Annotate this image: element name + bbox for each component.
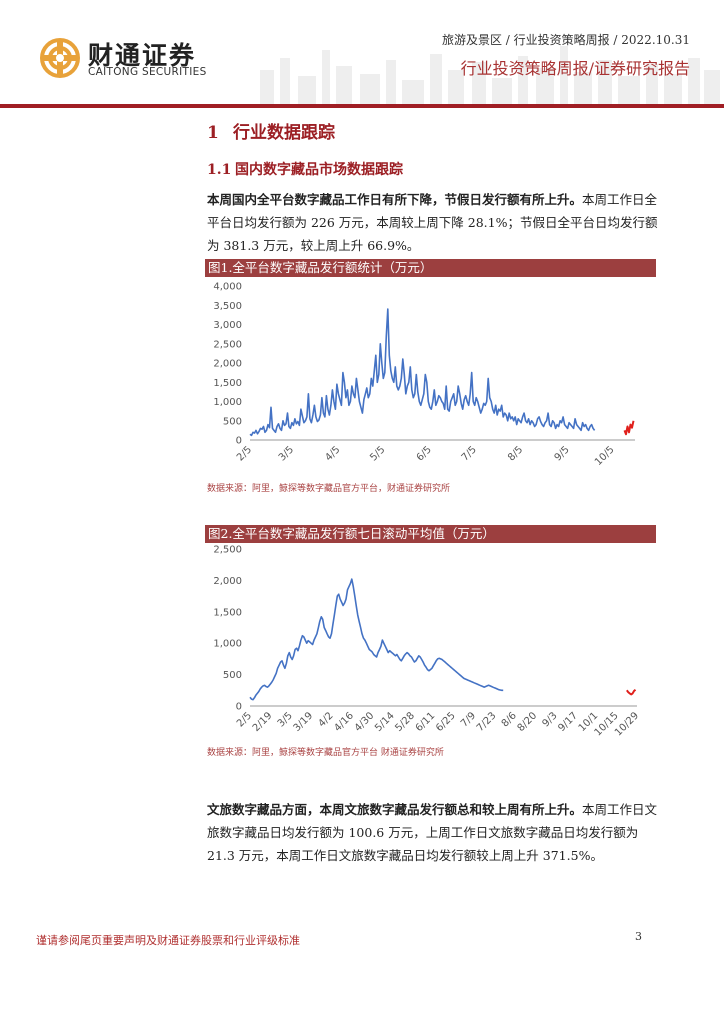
- header-meta: 旅游及景区 / 行业投资策略周报 / 2022.10.31: [441, 33, 690, 47]
- x-tick-label: 2/19: [251, 710, 275, 734]
- paragraph2-body: 本周工作日文旅数字藏品日均发行额为 100.6 万元，上周工作日文旅数字藏品日均…: [207, 802, 658, 863]
- y-tick-label: 2,000: [213, 359, 242, 370]
- y-tick-label: 4,000: [213, 282, 242, 293]
- x-tick-label: 3/19: [292, 710, 316, 734]
- x-tick-label: 6/11: [414, 710, 438, 734]
- figure1-chart: 0 500 1,000 1,500 2,000 2,500 3,000 3,500 4,000 2…: [205, 277, 656, 477]
- x-tick-label: 4/5: [323, 444, 342, 463]
- subsection-heading: 1.1 国内数字藏品市场数据跟踪: [207, 159, 403, 179]
- x-tick-label: 9/5: [553, 444, 572, 463]
- x-tick-label: 7/5: [460, 444, 479, 463]
- series-line-total: [249, 578, 504, 701]
- y-tick-label: 500: [223, 416, 242, 427]
- caitong-logo-icon: [40, 38, 80, 78]
- series-line-total: [249, 308, 596, 437]
- x-tick-label: 8/5: [506, 444, 525, 463]
- series-line-latest-week: [626, 688, 637, 696]
- footer-disclaimer: 谨请参阅尾页重要声明及财通证券股票和行业评级标准: [36, 934, 300, 947]
- header-divider: [0, 104, 724, 108]
- x-tick-label: 5/5: [368, 444, 387, 463]
- section-title: 行业数据跟踪: [233, 123, 335, 143]
- x-tick-label: 7/23: [475, 710, 499, 734]
- figure1-line-chart: 0 500 1,000 1,500 2,000 2,500 3,000 3,500 4,000 2…: [213, 282, 635, 468]
- subsection-title: 国内数字藏品市场数据跟踪: [235, 162, 403, 178]
- x-tick-label: 10/5: [593, 444, 617, 468]
- x-tick-label: 4/16: [332, 710, 356, 734]
- series-line-latest-week: [623, 420, 635, 436]
- paragraph2-lead: 文旅数字藏品方面，本周文旅数字藏品发行额总和较上周有所上升。: [207, 802, 583, 817]
- logo-chinese-name: 财通证券: [88, 41, 197, 70]
- y-tick-label: 3,500: [213, 301, 242, 312]
- page-number: 3: [635, 930, 642, 943]
- x-tick-label: 6/5: [415, 444, 434, 463]
- figure2-chart: 0 500 1,000 1,500 2,000 2,500 2/5 2/19 3/5 3/19 4/…: [205, 543, 656, 743]
- logo-english-name: CAITONG SECURITIES: [88, 66, 207, 78]
- y-tick-label: 2,000: [213, 576, 242, 587]
- section-heading: 1 行业数据跟踪: [207, 118, 335, 143]
- x-tick-label: 5/28: [393, 710, 417, 734]
- paragraph-lead: 本周国内全平台数字藏品工作日有所下降，节假日发行额有所上升。: [207, 192, 583, 207]
- x-tick-label: 4/30: [353, 710, 377, 734]
- x-tick-label: 8/20: [516, 710, 540, 734]
- y-tick-label: 1,500: [213, 378, 242, 389]
- section-number: 1: [207, 123, 219, 143]
- header-report-type: 行业投资策略周报/证券研究报告: [460, 59, 690, 78]
- y-tick-label: 1,000: [213, 397, 242, 408]
- y-tick-label: 2,500: [213, 545, 242, 556]
- y-tick-label: 1,000: [213, 639, 242, 650]
- x-tick-label: 6/25: [434, 710, 458, 734]
- x-tick-label: 2/5: [235, 444, 254, 463]
- paragraph-body: 本周工作日全平台日均发行额为 226 万元，本周较上周下降 28.1%；节假日全…: [207, 192, 658, 253]
- figure2-source: 数据来源：阿里，鲸探等数字藏品官方平台 财通证券研究所: [207, 748, 444, 758]
- y-tick-label: 500: [223, 670, 242, 681]
- y-tick-label: 1,500: [213, 607, 242, 618]
- y-tick-label: 0: [236, 436, 242, 447]
- x-tick-label: 3/5: [277, 444, 296, 463]
- y-tick-label: 2,500: [213, 339, 242, 350]
- subsection-number: 1.1: [207, 162, 232, 178]
- figure1-source: 数据来源：阿里，鲸探等数字藏品官方平台，财通证券研究所: [207, 484, 451, 494]
- x-tick-label: 5/14: [373, 710, 397, 734]
- y-tick-label: 0: [236, 702, 242, 713]
- header-skyline-decoration: [260, 46, 720, 104]
- figure1-caption: 图1.全平台数字藏品发行额统计（万元）: [205, 259, 656, 277]
- y-tick-label: 3,000: [213, 320, 242, 331]
- x-tick-label: 9/17: [556, 710, 580, 734]
- paragraph-platform-summary: 本周国内全平台数字藏品工作日有所下降，节假日发行额有所上升。本周工作日全平台日均…: [207, 188, 669, 257]
- figure2-caption: 图2.全平台数字藏品发行额七日滚动平均值（万元）: [205, 525, 656, 543]
- paragraph-cultural-tourism: 文旅数字藏品方面，本周文旅数字藏品发行额总和较上周有所上升。本周工作日文旅数字藏…: [207, 798, 669, 867]
